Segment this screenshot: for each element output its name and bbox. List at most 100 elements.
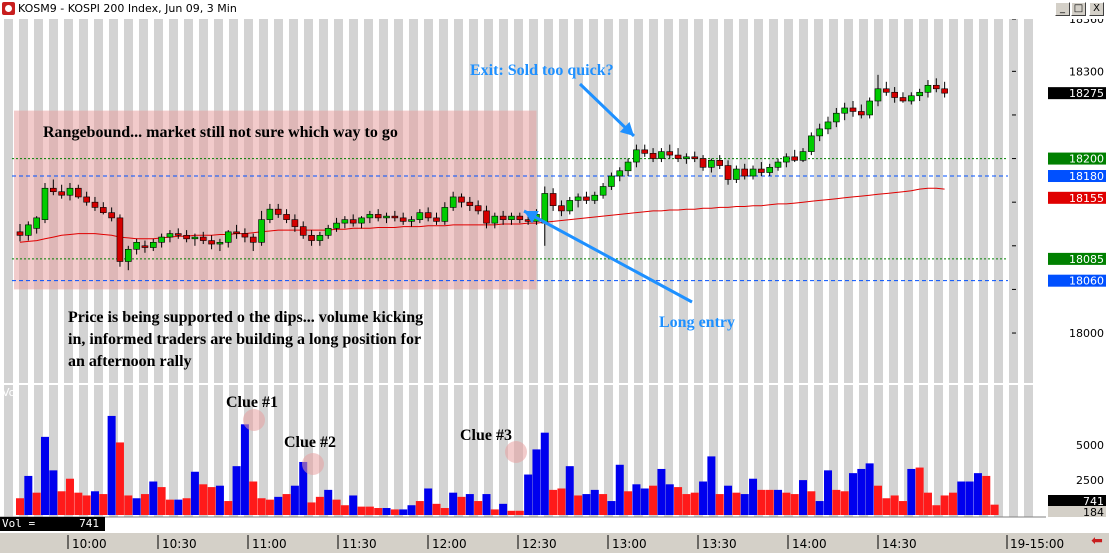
time-end-label: 19-15:00 [1010,537,1064,551]
volume-bar [357,506,366,515]
candle-body [558,205,565,212]
app-icon[interactable] [2,2,15,15]
volume-bar [690,492,699,515]
candle-body [708,160,715,168]
time-band [934,19,943,517]
volume-bar [374,508,383,515]
annotation-support-line1: Price is being supported o the dips... v… [68,309,423,326]
time-band [949,19,958,517]
candle-body [266,208,274,220]
volume-bar [65,478,74,515]
candle-body [691,156,699,159]
candle-body [883,88,890,93]
volume-bar [290,485,299,515]
candle-body [932,84,940,90]
volume-bar [574,495,583,515]
time-band [769,19,778,517]
time-band [589,19,598,517]
candle-body [816,128,823,137]
last-price-label: 18275 [1069,87,1104,100]
volume-bar [882,498,891,515]
volume-bar [524,474,533,515]
volume-tag [1048,495,1106,506]
candle-body [449,196,457,208]
volume-bar [932,505,941,515]
candle-body [424,212,432,219]
candle-body [858,111,865,116]
annotation-clue-2: Clue #2 [284,434,336,451]
candle-body [291,219,299,227]
volume-bar [49,470,58,515]
volume-bar [482,494,491,515]
minimize-button[interactable]: _ [1055,2,1070,16]
volume-bar [74,492,83,515]
time-tick-label: 12:30 [522,537,557,551]
candle-body [941,88,948,94]
volume-bar [424,488,433,515]
time-band [799,19,808,517]
level-tag [1048,152,1106,165]
candle-body [133,242,140,250]
volume-bar [407,505,416,515]
level-tag [1048,252,1106,265]
time-band [619,19,628,517]
volume-bar [165,499,174,515]
volume-bar [857,468,866,515]
volume-bar [915,467,924,515]
candle-body [891,91,898,98]
volume-bar [390,509,399,515]
candle-body [808,135,815,152]
volume-bar [607,501,616,515]
volume-bar [807,491,816,515]
volume-bar [282,494,291,515]
volume-bar [865,463,874,515]
candle-body [749,168,757,177]
candle-body [683,156,690,159]
candle-body [483,210,490,224]
level-tag [1048,274,1106,287]
candle-body [199,236,207,241]
volume-bar [815,501,824,515]
candle-body [316,235,324,241]
time-tick-label: 10:00 [72,537,107,551]
candle-body [633,149,640,163]
volume-bar [465,494,474,515]
candle-body [616,170,624,177]
time-band [664,19,673,517]
maximize-button[interactable]: □ [1071,2,1086,16]
time-band [844,19,853,517]
candle-body [25,224,32,236]
volume-bar [674,487,683,515]
volume-bar [624,491,633,515]
candle-body [274,208,282,215]
volume-bar [249,481,258,515]
close-button[interactable]: X [1089,2,1104,16]
time-band [829,19,838,517]
candle-body [774,161,782,168]
volume-bar [274,496,283,515]
volume-bar [115,442,124,515]
clue-1-circle [243,409,265,431]
level-label: 18200 [1069,153,1104,166]
candle-body [58,191,65,196]
volume-bar [265,499,274,515]
price-chart[interactable]: Vol 18200 18180 18155 18085 18060 18360 18300 1… [0,19,1109,553]
candle-body [874,88,882,102]
volume-bar [449,492,458,515]
volume-bar [940,495,949,515]
volume-bar [840,491,849,515]
volume-bar [665,484,674,515]
scroll-left-arrow-icon[interactable]: ⬅ [1091,533,1103,549]
clue-3-circle [505,441,527,463]
candle-body [466,201,474,206]
volume-bar [182,498,191,515]
candle-body [391,215,399,219]
candle-body [824,121,832,130]
volume-tick-label: 5000 [1076,439,1104,452]
volume-tick-label: 2500 [1076,474,1104,487]
candle-body [374,214,382,219]
volume-bar [549,489,558,515]
volume-bar [40,436,49,515]
time-tick-label: 10:30 [162,537,197,551]
candle-body [849,107,857,112]
